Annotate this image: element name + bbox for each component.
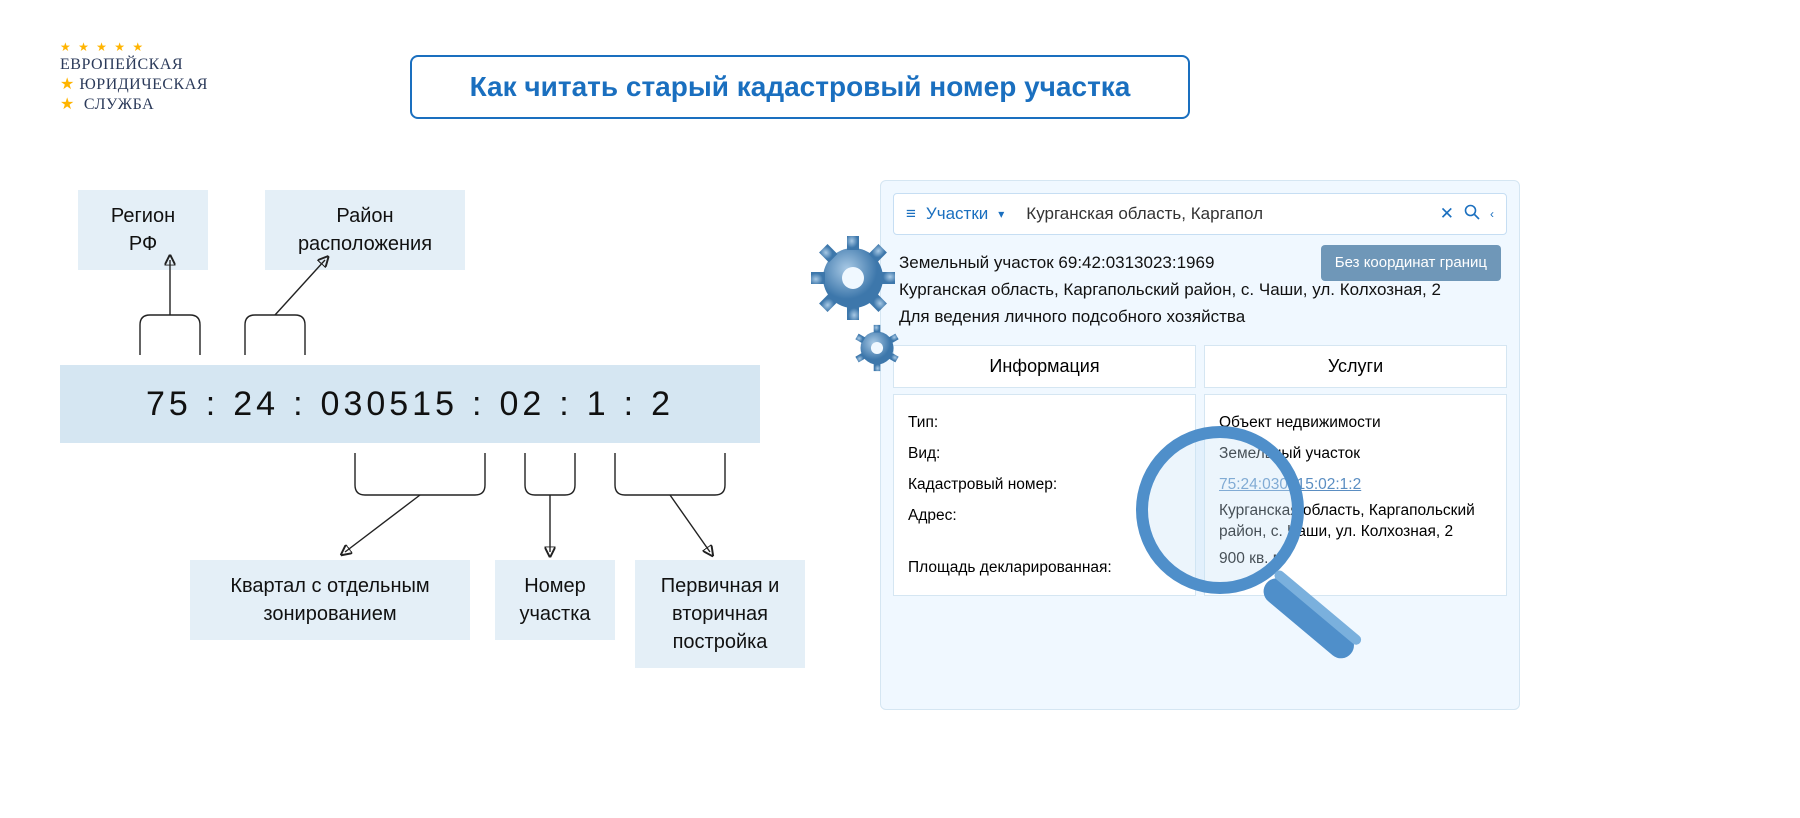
logo-line2: ★ ЮРИДИЧЕСКАЯ	[60, 75, 260, 95]
status-badge: Без координат границ	[1321, 245, 1501, 281]
parcel-summary: Без координат границ Земельный участок 6…	[893, 235, 1507, 345]
tag-quarter: Квартал с отдельным зонированием	[190, 560, 470, 640]
gears-icon	[805, 230, 925, 390]
seg-2: 030515	[321, 385, 458, 424]
sep: :	[293, 385, 306, 424]
search-icon[interactable]	[1464, 204, 1480, 225]
lbl-kad: Кадастровый номер:	[908, 469, 1181, 500]
tag-district: Район расположения	[265, 190, 465, 270]
collapse-icon[interactable]: ‹	[1490, 207, 1494, 221]
search-input[interactable]: Курганская область, Каргапол	[1016, 204, 1427, 224]
tab-info[interactable]: Информация	[893, 345, 1196, 388]
seg-3: 02	[499, 385, 545, 424]
sep: :	[472, 385, 485, 424]
lbl-area: Площадь декларированная:	[908, 552, 1181, 583]
tab-services[interactable]: Услуги	[1204, 345, 1507, 388]
lbl-kind: Вид:	[908, 438, 1181, 469]
search-bar[interactable]: ≡ Участки ▾ Курганская область, Каргапол…	[893, 193, 1507, 235]
lbl-type: Тип:	[908, 407, 1181, 438]
val-area: 900 кв. м	[1219, 543, 1492, 574]
clear-icon[interactable]: ✕	[1440, 204, 1454, 224]
logo-line3: ★ СЛУЖБА	[60, 95, 260, 115]
logo: ★ ★ ★ ★ ★ ЕВРОПЕЙСКАЯ ★ ЮРИДИЧЕСКАЯ ★ СЛ…	[60, 40, 260, 115]
labels-panel: Тип: Вид: Кадастровый номер: Адрес: Площ…	[893, 394, 1196, 597]
seg-4: 1	[587, 385, 610, 424]
menu-icon[interactable]: ≡	[906, 204, 916, 224]
logo-stars: ★ ★ ★ ★ ★	[60, 40, 260, 55]
cadastral-number-strip: 75 : 24 : 030515 : 02 : 1 : 2	[60, 365, 760, 443]
tag-build: Первичная и вторичная постройка	[635, 560, 805, 668]
info-card: ≡ Участки ▾ Курганская область, Каргапол…	[880, 180, 1520, 710]
tag-parcel: Номер участка	[495, 560, 615, 640]
val-kind: Земельный участок	[1219, 438, 1492, 469]
seg-5: 2	[651, 385, 674, 424]
tabs: Информация Услуги	[893, 345, 1507, 388]
parcel-purpose: Для ведения личного подсобного хозяйства	[899, 303, 1501, 330]
val-kad[interactable]: 75:24:030515:02:1:2	[1219, 469, 1492, 500]
logo-line1: ЕВРОПЕЙСКАЯ	[60, 55, 260, 75]
page-title: Как читать старый кадастровый номер учас…	[410, 55, 1190, 119]
values-panel: Объект недвижимости Земельный участок 75…	[1204, 394, 1507, 597]
val-type: Объект недвижимости	[1219, 407, 1492, 438]
seg-0: 75	[146, 385, 192, 424]
lbl-addr: Адрес:	[908, 500, 1181, 531]
number-breakdown-diagram: Регион РФ Район расположения 75 : 24 : 0…	[60, 180, 830, 760]
sep: :	[559, 385, 572, 424]
sep: :	[624, 385, 637, 424]
val-addr: Курганская область, Каргапольский район,…	[1219, 500, 1492, 543]
tag-region: Регион РФ	[78, 190, 208, 270]
sep: :	[206, 385, 219, 424]
search-category: Участки	[926, 204, 988, 224]
chevron-down-icon[interactable]: ▾	[998, 207, 1004, 221]
seg-1: 24	[233, 385, 279, 424]
